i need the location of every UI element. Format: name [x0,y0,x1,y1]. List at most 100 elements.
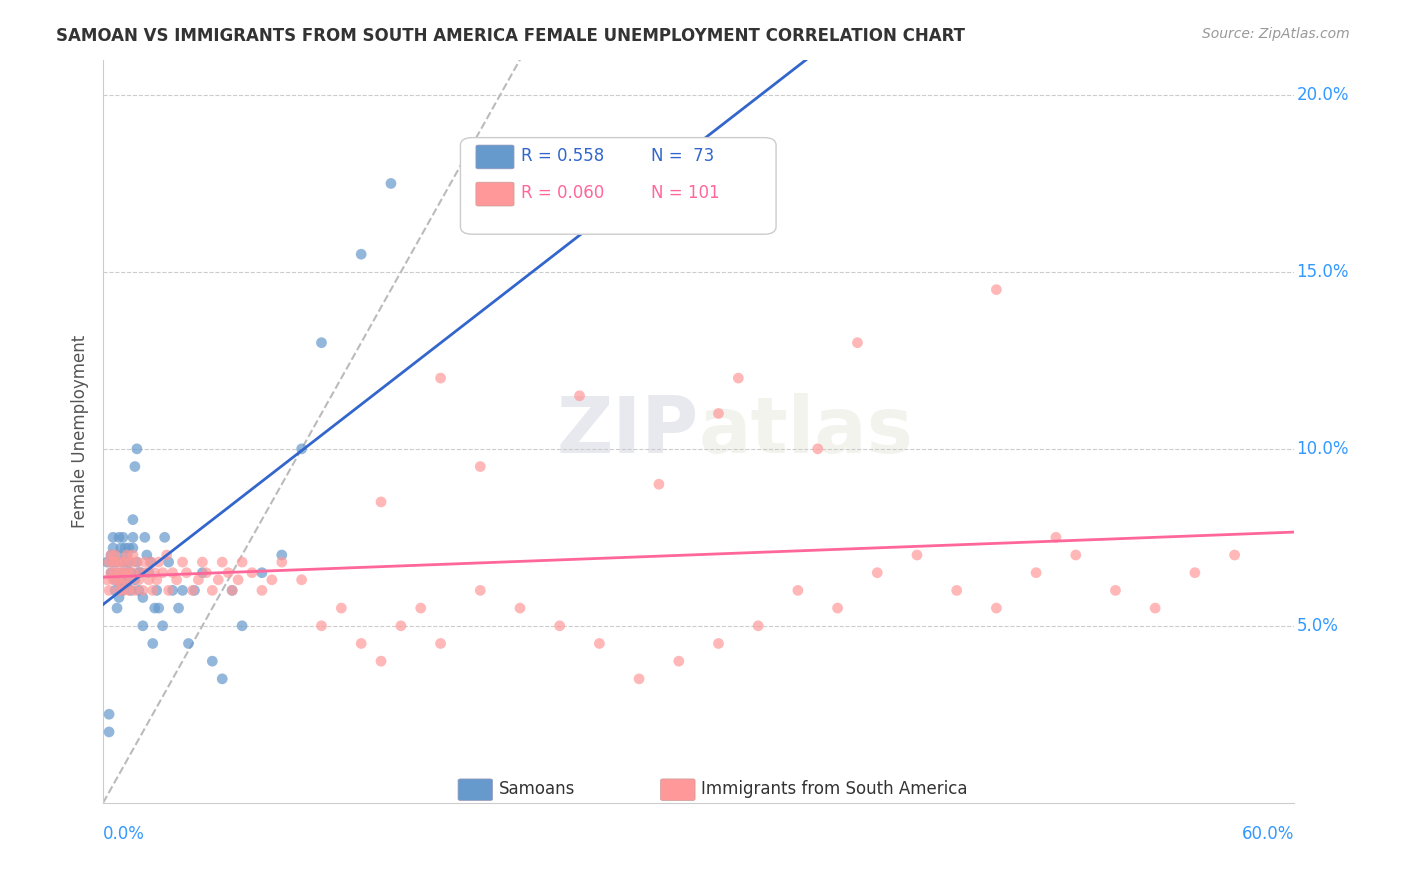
Point [105,573,128,587]
Point [143,566,166,580]
Point [1223,548,1246,562]
Point [145,583,167,598]
Point [104,566,127,580]
Point [568,389,591,403]
Point [132,583,155,598]
Point [217,566,239,580]
Point [134,530,156,544]
Point [101,530,124,544]
Point [129,566,152,580]
Point [226,573,249,587]
Point [124,459,146,474]
Point [124,573,146,587]
Point [115,576,138,591]
Point [98,583,121,598]
Point [132,619,155,633]
Point [139,555,162,569]
Point [139,555,162,569]
Point [707,636,730,650]
Point [905,548,928,562]
Point [157,583,180,598]
Point [128,583,150,598]
Point [1144,601,1167,615]
Point [115,548,138,562]
Point [101,573,124,587]
Point [115,566,138,580]
Point [124,583,146,598]
Text: Immigrants from South America: Immigrants from South America [702,780,967,798]
Point [648,477,671,491]
Point [409,601,432,615]
Point [866,566,889,580]
Point [110,555,132,569]
Point [389,619,412,633]
Point [114,573,136,587]
Point [747,619,769,633]
Point [172,555,194,569]
Point [807,442,830,456]
FancyBboxPatch shape [458,779,492,800]
Point [108,530,131,544]
Point [135,548,157,562]
Point [211,555,233,569]
Point [628,672,651,686]
Point [152,566,174,580]
Text: 5.0%: 5.0% [1296,616,1339,635]
Point [108,573,131,587]
Point [509,601,531,615]
Point [115,566,138,580]
Point [250,583,273,598]
Point [98,725,121,739]
Point [118,541,141,555]
Point [138,573,160,587]
Point [153,530,176,544]
Point [231,555,253,569]
Point [118,583,141,598]
Point [142,636,165,650]
Point [111,583,134,598]
Point [291,442,314,456]
Point [986,601,1008,615]
Point [370,654,392,668]
Point [108,566,131,580]
Point [166,573,188,587]
Point [105,566,128,580]
Point [100,566,122,580]
Point [132,591,155,605]
Text: 20.0%: 20.0% [1296,86,1348,104]
Point [122,513,145,527]
Point [291,573,314,587]
Point [101,541,124,555]
Point [350,247,373,261]
Point [108,583,131,598]
Point [176,566,198,580]
Text: Source: ZipAtlas.com: Source: ZipAtlas.com [1202,27,1350,41]
Point [96,555,118,569]
Point [125,442,148,456]
Point [104,573,127,587]
Point [101,555,124,569]
Point [311,335,333,350]
Point [128,566,150,580]
Point [191,555,214,569]
Point [152,619,174,633]
Text: ZIP: ZIP [557,393,699,469]
Point [148,555,170,569]
Point [1104,583,1126,598]
Point [100,566,122,580]
Point [105,548,128,562]
Point [111,566,134,580]
Text: atlas: atlas [699,393,914,469]
Point [145,573,167,587]
Point [135,566,157,580]
Point [350,636,373,650]
Point [115,548,138,562]
Point [207,573,229,587]
Text: R = 0.558: R = 0.558 [522,147,605,165]
Point [470,459,492,474]
Point [588,636,610,650]
Point [104,555,127,569]
Point [240,566,263,580]
Point [111,530,134,544]
Point [134,555,156,569]
